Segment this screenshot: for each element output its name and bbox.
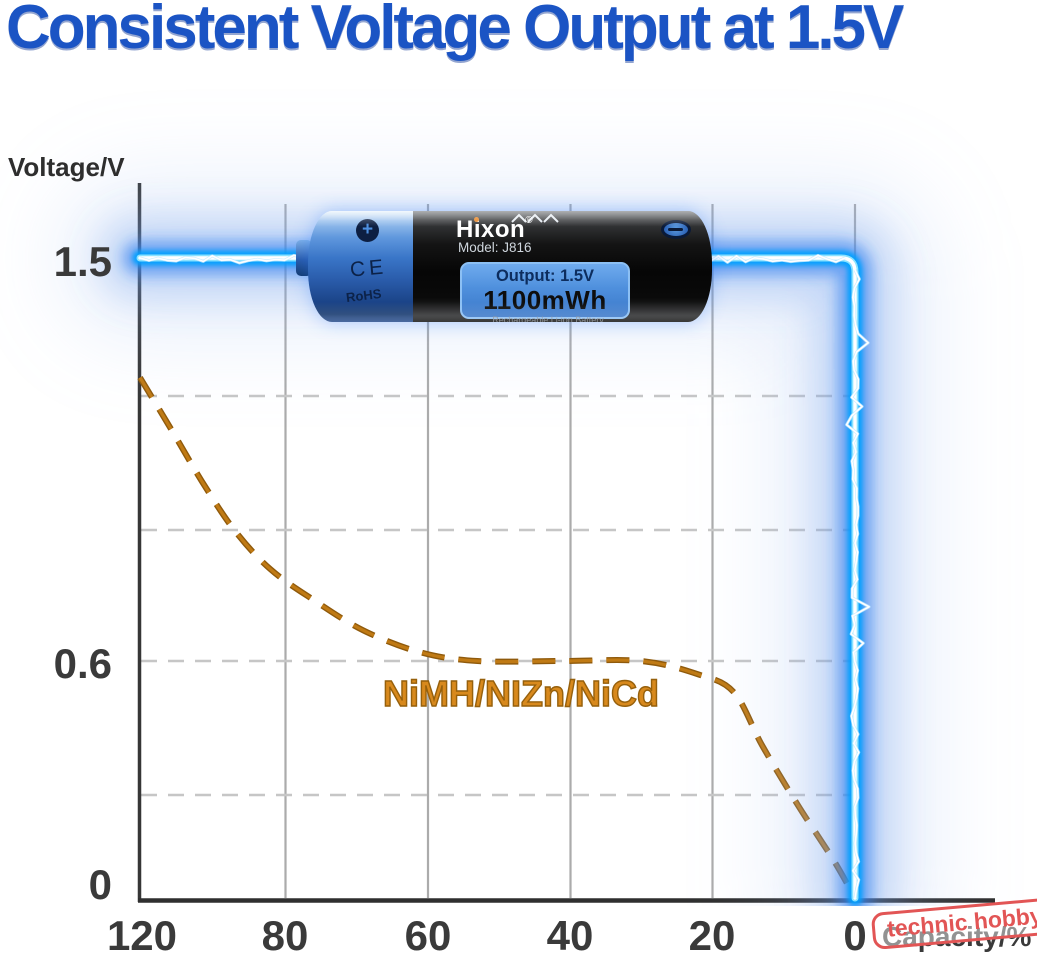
- battery-output-voltage: Output: 1.5V: [462, 267, 628, 286]
- battery-sheen: [308, 211, 712, 322]
- brand-logo: Hixon®: [456, 215, 533, 244]
- battery-capacity: 1100mWh: [462, 285, 628, 316]
- aaa-chevrons-icon: [511, 213, 559, 223]
- y-axis-title: Voltage/V: [8, 152, 125, 182]
- registered-mark: ®: [525, 215, 533, 226]
- battery-model: Model: J816: [458, 240, 532, 255]
- chart-series-layer: [55, 173, 940, 906]
- y-tick-1-5: 1.5: [53, 238, 112, 285]
- page-title: Consistent Voltage Output at 1.5V: [6, 0, 904, 62]
- x-tick-0: 0: [843, 912, 867, 959]
- battery-product-image: + CE RoHS Hixon® Model: J816 Output: 1.5…: [308, 211, 712, 322]
- x-tick-80: 80: [261, 912, 309, 959]
- x-tick-120: 120: [106, 912, 178, 959]
- battery-subtext: Rechargeable Li-ion Battery: [438, 315, 658, 322]
- x-axis-title: Capacity/%: [882, 921, 1032, 952]
- x-tick-40: 40: [546, 912, 594, 959]
- x-tick-60: 60: [404, 912, 452, 959]
- battery-spec-label: Output: 1.5V 1100mWh: [460, 262, 630, 319]
- x-tick-20: 20: [688, 912, 736, 959]
- y-tick-0: 0: [88, 861, 112, 908]
- nimh-series-label: NiMH/NIZn/NiCd: [382, 672, 659, 714]
- y-tick-0-6: 0.6: [53, 640, 112, 687]
- plus-terminal-icon: +: [356, 219, 379, 242]
- minus-terminal-icon: [661, 220, 691, 239]
